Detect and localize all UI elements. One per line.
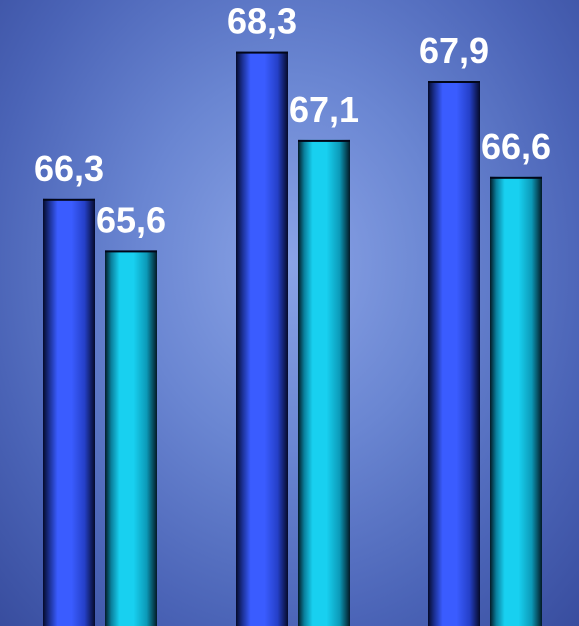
value-label-group1-series2: 65,6	[96, 199, 166, 240]
bar-top-edge	[298, 139, 350, 142]
value-labels-group: 66,3 65,6 68,3 67,1 67,9 66,6	[34, 1, 551, 241]
bar-top-edge	[236, 51, 288, 54]
value-label-group2-series1: 68,3	[227, 1, 297, 42]
bar-top-edge	[490, 176, 542, 179]
bar-group1-series2	[105, 250, 157, 626]
bar-group3-series2	[490, 176, 542, 626]
bar-group2-series1	[236, 51, 288, 626]
value-label-group2-series2: 67,1	[289, 89, 359, 130]
value-label-group3-series1: 67,9	[419, 30, 489, 71]
bar-top-edge	[428, 81, 480, 83]
bar-group2-series2	[298, 139, 350, 626]
value-label-group1-series1: 66,3	[34, 148, 104, 189]
bar-group3-series1	[428, 81, 480, 626]
bar-top-edge	[105, 250, 157, 253]
bar-top-edge	[43, 198, 95, 201]
bar-group1-series1	[43, 198, 95, 626]
value-label-group3-series2: 66,6	[481, 126, 551, 167]
bars-group	[43, 51, 542, 626]
